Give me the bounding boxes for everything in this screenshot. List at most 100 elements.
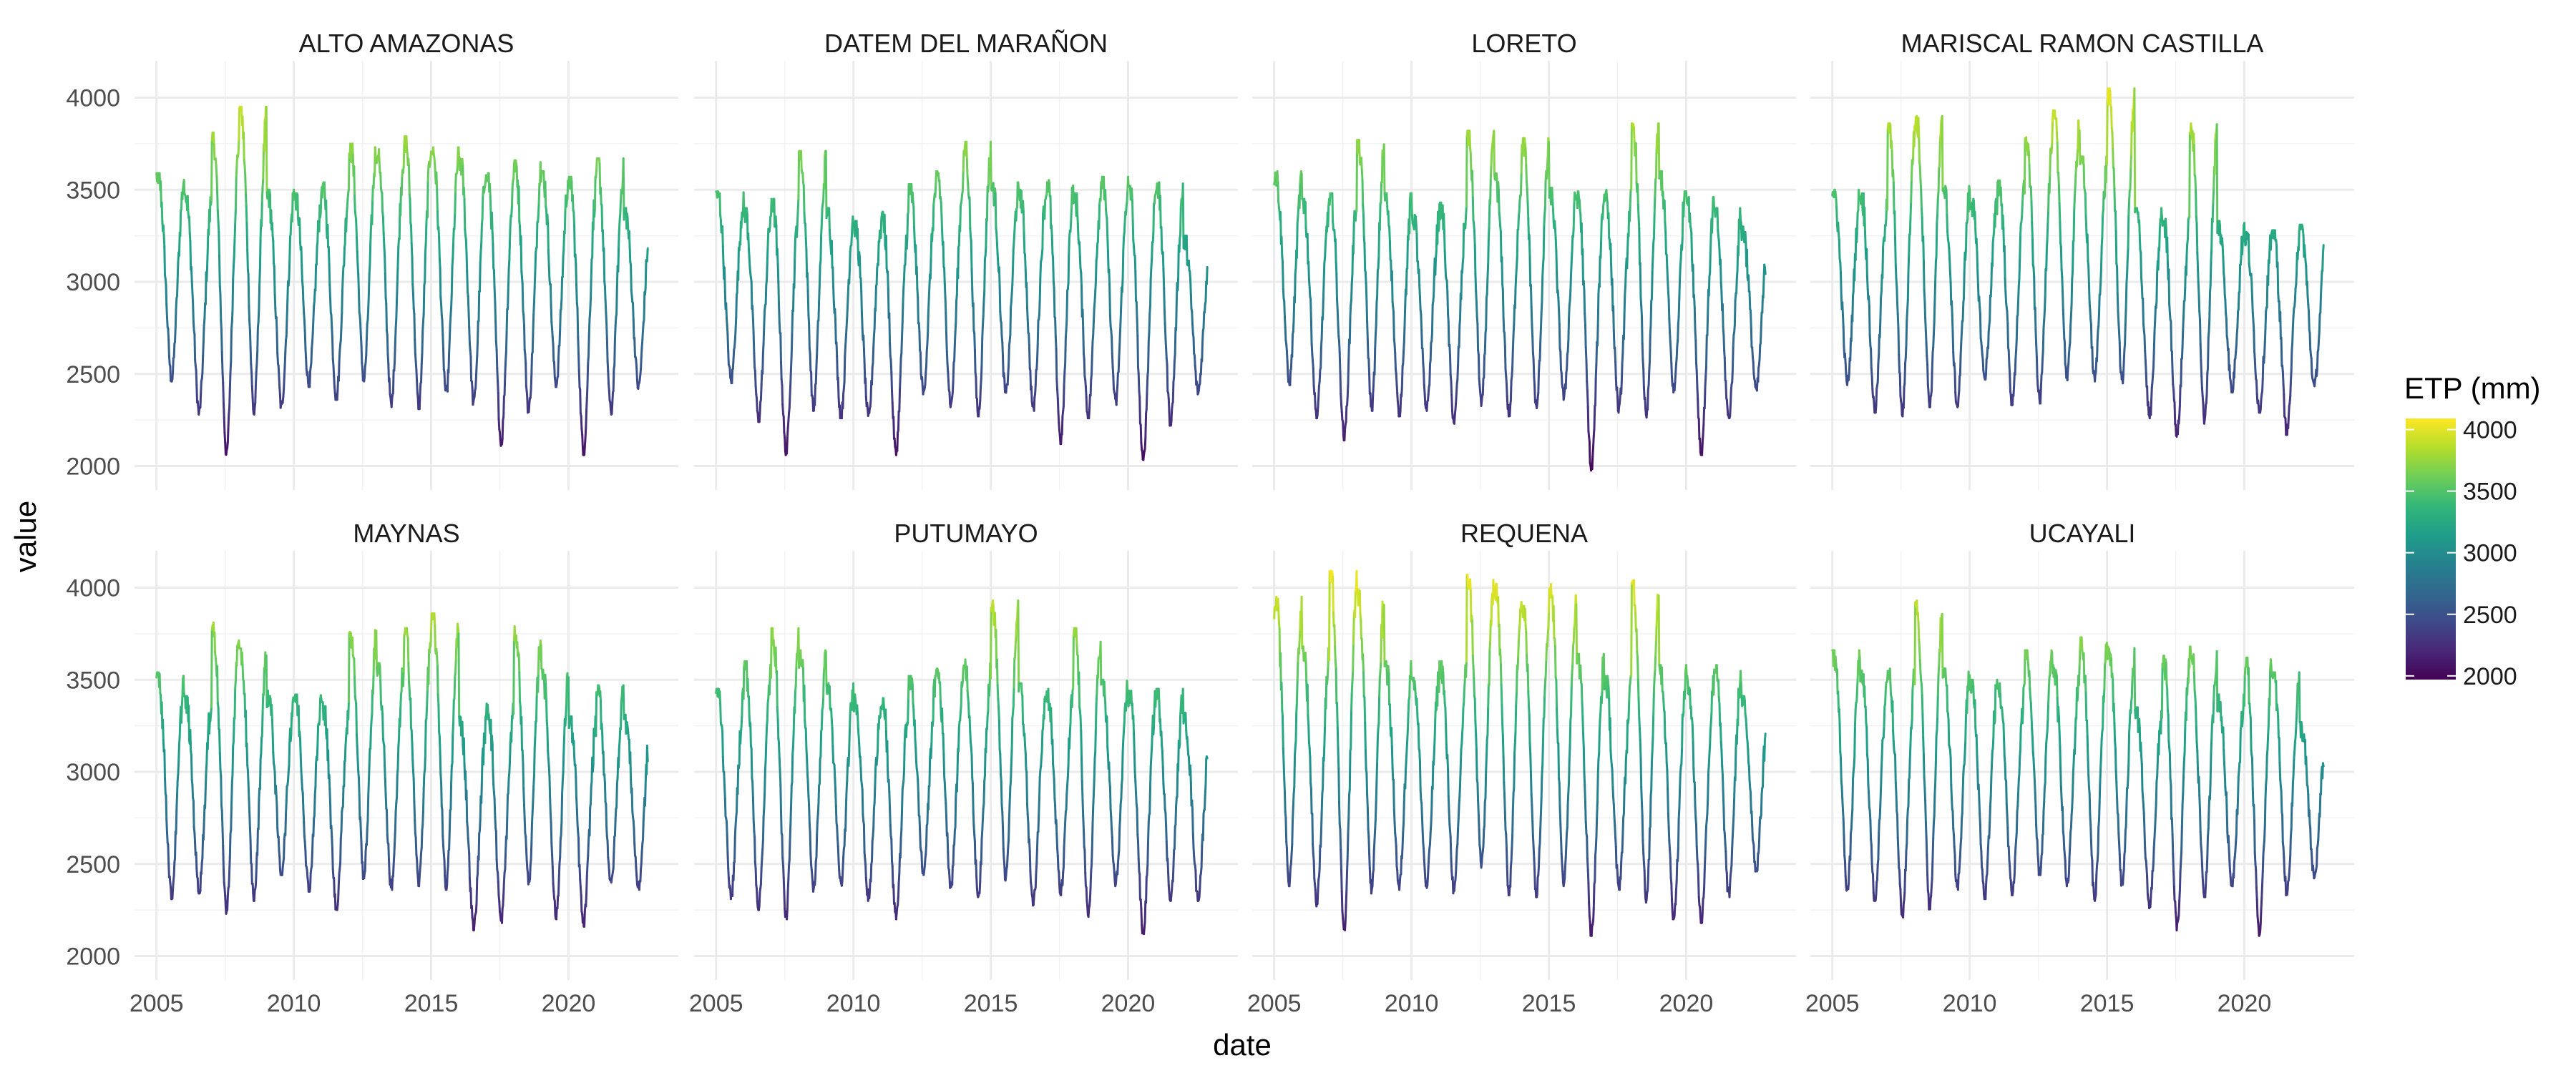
series-segment [1541, 275, 1544, 304]
series-segment [323, 181, 326, 200]
series-segment [461, 157, 464, 167]
series-segment [1145, 391, 1148, 411]
series-segment [1318, 369, 1322, 383]
series-segment [2118, 342, 2122, 367]
series-segment [763, 792, 766, 808]
series-segment [994, 192, 997, 229]
series-line [1831, 87, 2325, 438]
series-segment [230, 805, 233, 831]
y-tick-label: 3500 [66, 177, 120, 204]
series-segment [507, 268, 510, 291]
series-segment [879, 217, 883, 239]
series-segment [982, 300, 985, 318]
series-segment [1467, 129, 1470, 147]
series-segment [434, 624, 436, 651]
series-segment [723, 266, 726, 293]
series-segment [438, 258, 441, 270]
series-segment [420, 352, 424, 365]
series-segment [929, 256, 932, 280]
series-segment [386, 353, 390, 366]
series-segment [414, 338, 416, 356]
series-segment [383, 245, 386, 256]
series-segment [1865, 275, 1869, 290]
series-segment [224, 894, 227, 908]
series-segment [356, 250, 359, 265]
series-segment [918, 330, 922, 351]
series-segment [1640, 304, 1643, 318]
series-segment [2252, 319, 2255, 332]
series-segment [841, 392, 845, 410]
series-segment [1941, 114, 1944, 192]
series-segment [984, 245, 987, 257]
series-segment [1981, 358, 1985, 372]
x-tick-label: 2020 [542, 990, 596, 1017]
series-segment [1083, 358, 1086, 378]
series-segment [424, 241, 427, 254]
series-segment [1922, 259, 1926, 291]
series-segment [1380, 181, 1383, 204]
series-segment [1035, 358, 1038, 371]
series-segment [2292, 307, 2296, 318]
series-segment [1669, 351, 1673, 365]
series-segment [331, 326, 333, 339]
series-segment [575, 262, 577, 285]
series-segment [1538, 359, 1541, 374]
series-segment [629, 751, 633, 781]
series-segment [1601, 205, 1605, 220]
series-segment [435, 171, 439, 190]
series-segment [752, 817, 756, 833]
series-segment [1410, 192, 1413, 217]
series-segment [1034, 383, 1037, 396]
series-segment [270, 703, 273, 721]
series-segment [2094, 373, 2097, 383]
series-segment [2167, 268, 2171, 305]
series-segment [1905, 319, 1908, 347]
series-segment [273, 265, 276, 296]
series-segment [1898, 372, 1902, 397]
series-segment [2015, 315, 2019, 341]
series-segment [537, 182, 541, 205]
series-segment [982, 290, 986, 303]
series-segment [1434, 256, 1438, 276]
series-segment [2263, 354, 2265, 364]
series-segment [330, 313, 333, 329]
series-segment [820, 709, 824, 731]
series-segment [162, 233, 166, 248]
series-segment [897, 410, 900, 431]
series-segment [1626, 250, 1629, 270]
series-segment [1645, 408, 1649, 419]
series-segment [1636, 183, 1639, 206]
series-segment [1058, 421, 1060, 431]
series-segment [1531, 323, 1534, 338]
series-segment [816, 813, 819, 823]
series-segment [2045, 248, 2048, 272]
series-segment [967, 182, 970, 196]
series-segment [544, 180, 547, 207]
series-segment [1088, 407, 1091, 420]
series-segment [1903, 361, 1907, 385]
series-segment [2030, 200, 2034, 223]
series-segment [2122, 373, 2124, 385]
facet-panel: DATEM DEL MARAÑON [694, 29, 1238, 490]
series-segment [788, 839, 791, 861]
series-segment [1719, 258, 1722, 284]
series-segment [355, 219, 358, 239]
series-segment [778, 758, 781, 771]
series-segment [869, 398, 872, 408]
series-segment [585, 408, 588, 429]
series-segment [401, 165, 405, 174]
series-segment [1543, 206, 1546, 217]
series-segment [2310, 357, 2313, 376]
series-segment [436, 210, 439, 230]
series-segment [353, 675, 356, 697]
series-segment [181, 188, 185, 201]
series-segment [723, 783, 726, 800]
series-segment [2195, 189, 2197, 218]
series-segment [1835, 205, 1838, 226]
series-segment [1581, 248, 1584, 286]
series-segment [549, 283, 552, 306]
series-segment [1024, 253, 1027, 272]
series-segment [2069, 325, 2072, 344]
series-segment [1630, 122, 1633, 191]
series-segment [302, 300, 306, 314]
